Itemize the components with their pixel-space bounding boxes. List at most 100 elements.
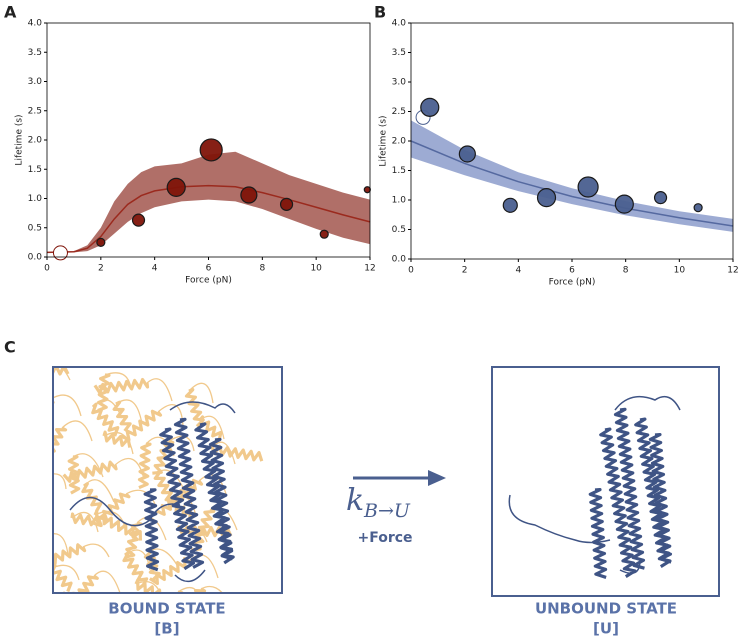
y-tick-label: 3.5 — [28, 48, 42, 58]
loop — [71, 591, 76, 592]
x-tick-label: 0 — [44, 264, 50, 274]
helix — [634, 417, 672, 568]
data-point — [502, 197, 518, 213]
arrow-head — [428, 470, 446, 486]
y-tick-label: 3.0 — [392, 78, 407, 88]
data-point — [96, 237, 106, 247]
y-tick-label: 2.5 — [392, 107, 406, 117]
helix — [193, 587, 207, 592]
y-tick-label: 0.5 — [392, 225, 406, 235]
data-point — [166, 177, 186, 197]
data-point — [240, 186, 258, 204]
data-point — [131, 213, 146, 227]
data-point — [458, 145, 476, 163]
loop — [125, 489, 156, 505]
y-tick-label: 0.0 — [392, 255, 407, 265]
data-point — [199, 138, 223, 162]
data-point — [653, 191, 668, 205]
loop — [69, 401, 236, 583]
y-axis-title: Lifetime (s) — [379, 115, 389, 166]
loop — [199, 415, 225, 440]
panel-label: C — [4, 338, 16, 357]
helix — [599, 427, 637, 578]
chart: B 0 2 4 6 8 10 12 0.0 0.5 1.0 1.5 2.0 2.5 3.0 3.5 4.0 For… — [374, 3, 739, 288]
y-tick-label: 1.0 — [392, 196, 407, 206]
loop — [83, 479, 115, 503]
helix — [173, 417, 205, 569]
bound-title: BOUND STATE — [108, 600, 225, 618]
loop — [72, 453, 104, 478]
loop — [188, 382, 214, 404]
loop — [103, 431, 134, 455]
helix — [648, 432, 673, 564]
charts: A 0 2 4 6 8 10 12 0.0 0.5 1.0 1.5 2.0 2.5 3.0 3.5 4.0 For… — [4, 3, 739, 288]
loop — [114, 457, 145, 480]
loop — [115, 399, 143, 425]
unbound-title: UNBOUND STATE — [535, 600, 677, 618]
loop — [104, 372, 132, 389]
x-axis-title: Force (pN) — [185, 276, 232, 286]
panel-label: B — [374, 3, 386, 22]
x-tick-label: 10 — [674, 266, 686, 276]
loop — [61, 368, 71, 381]
data-point — [420, 97, 440, 117]
helix — [184, 388, 205, 428]
bound-structure — [0, 368, 264, 592]
panel-label: A — [4, 3, 17, 22]
helix — [159, 427, 196, 571]
helix — [143, 488, 160, 572]
helix — [208, 437, 234, 561]
data-point — [52, 245, 68, 261]
helix — [96, 373, 111, 413]
x-tick-label: 12 — [727, 266, 738, 276]
helix — [54, 563, 73, 592]
helix — [54, 426, 68, 453]
data-point — [363, 186, 371, 194]
helix — [112, 400, 132, 432]
x-tick-label: 8 — [259, 264, 265, 274]
helix — [137, 442, 152, 490]
data-point — [279, 197, 294, 211]
x-tick-label: 2 — [462, 266, 468, 276]
x-tick-label: 0 — [408, 266, 414, 276]
y-tick-label: 0.0 — [28, 253, 43, 263]
loop — [54, 533, 69, 556]
data-point — [319, 229, 329, 239]
rate-condition: +Force — [357, 530, 412, 546]
x-tick-label: 4 — [515, 266, 521, 276]
helix — [67, 455, 81, 495]
y-tick-label: 1.5 — [28, 165, 42, 175]
helix — [0, 476, 43, 497]
data-point — [536, 188, 557, 208]
helix — [120, 409, 163, 442]
helix — [54, 543, 87, 565]
loop — [54, 473, 67, 490]
y-tick-label: 3.5 — [392, 48, 406, 58]
loop — [177, 587, 199, 592]
confidence-band — [47, 151, 370, 253]
y-tick-label: 4.0 — [392, 19, 407, 29]
loop — [71, 511, 99, 533]
helix — [93, 377, 150, 395]
x-tick-label: 4 — [152, 264, 158, 274]
rate-subscript: B→U — [363, 500, 411, 522]
y-tick-label: 2.0 — [28, 136, 43, 146]
helix — [588, 488, 608, 579]
x-tick-label: 6 — [569, 266, 575, 276]
helix — [54, 400, 55, 404]
helix — [38, 538, 51, 575]
y-tick-label: 3.0 — [28, 77, 43, 87]
bound-frame — [52, 366, 283, 594]
loop — [508, 395, 681, 575]
x-tick-label: 2 — [98, 264, 104, 274]
y-tick-label: 0.5 — [28, 223, 42, 233]
x-tick-label: 6 — [206, 264, 212, 274]
loop — [135, 581, 161, 592]
chart: A 0 2 4 6 8 10 12 0.0 0.5 1.0 1.5 2.0 2.5 3.0 3.5 4.0 For… — [4, 3, 376, 286]
unbound-structure — [508, 395, 681, 579]
helix — [77, 574, 99, 592]
y-tick-label: 1.0 — [28, 194, 43, 204]
loop — [200, 585, 223, 592]
y-tick-label: 1.5 — [392, 166, 406, 176]
